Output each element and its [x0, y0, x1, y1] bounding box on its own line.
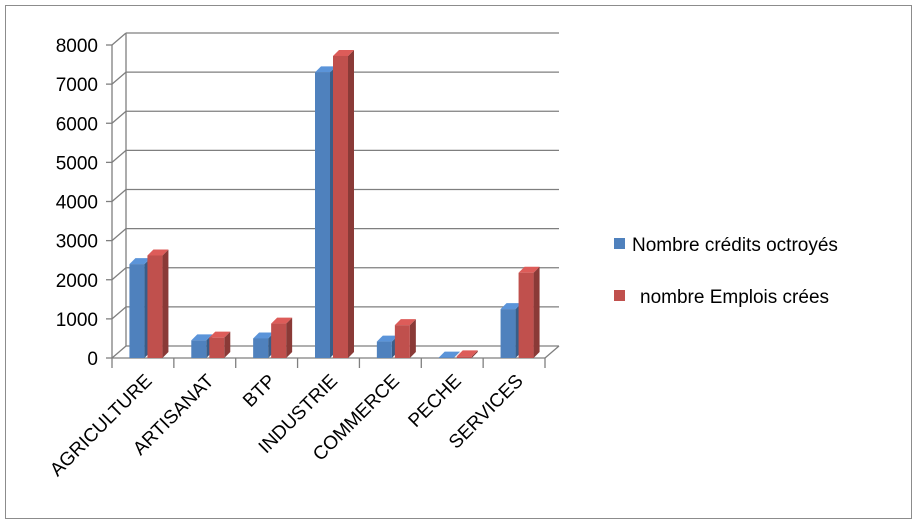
- gridline-connector: [111, 189, 127, 202]
- legend-swatch-series-1: [614, 238, 625, 249]
- y-tick-label: 6000: [56, 114, 98, 135]
- bar-2-services: [518, 266, 540, 358]
- bar-1-btp: [253, 332, 275, 358]
- bar-1-peche: [438, 351, 460, 358]
- gridline-connector: [111, 228, 127, 242]
- gridline-connector: [111, 267, 127, 281]
- y-axis-tick-labels: 0 1000 2000 3000 4000 5000 6000 7000 8000: [56, 36, 98, 370]
- gridline-connector: [111, 110, 127, 124]
- x-category-label: AGRICULTURE: [46, 371, 156, 481]
- gridline-connector: [111, 345, 127, 359]
- x-category-label: BTP: [239, 371, 280, 412]
- bar-1-commerce: [376, 335, 398, 358]
- y-tick-label: 2000: [56, 271, 98, 292]
- bar-2-artisanat: [209, 331, 231, 358]
- bar-2-agriculture: [147, 249, 169, 358]
- x-category-label: PECHE: [405, 371, 466, 432]
- floor-edge: [544, 345, 560, 359]
- gridline-connector: [111, 149, 127, 163]
- legend-label-series-2: nombre Emplois crées: [640, 287, 829, 308]
- y-tick-label: 3000: [56, 232, 98, 253]
- bar-1-industrie: [315, 66, 336, 358]
- bar-1-agriculture: [129, 258, 151, 358]
- y-tick-label: 7000: [56, 75, 98, 96]
- legend: Nombre crédits octroyés nombre Emplois c…: [614, 235, 838, 308]
- legend-swatch-series-2: [614, 290, 625, 301]
- bar-1-services: [500, 303, 522, 358]
- bar-2-industrie: [333, 49, 354, 359]
- gridline-connector: [111, 32, 127, 46]
- bar-2-btp: [271, 317, 293, 358]
- bar-2-commerce: [394, 319, 416, 358]
- y-tick-label: 0: [87, 349, 98, 370]
- y-tick-label: 1000: [56, 310, 98, 331]
- y-tick-label: 8000: [56, 36, 98, 57]
- bar-2-peche: [456, 350, 478, 358]
- bar-1-artisanat: [191, 334, 213, 358]
- bars: [129, 49, 540, 359]
- y-tick-label: 4000: [56, 193, 98, 214]
- y-tick-label: 5000: [56, 153, 98, 174]
- legend-label-series-1: Nombre crédits octroyés: [632, 235, 838, 256]
- gridline-connector: [111, 71, 127, 85]
- gridline-connector: [111, 306, 127, 320]
